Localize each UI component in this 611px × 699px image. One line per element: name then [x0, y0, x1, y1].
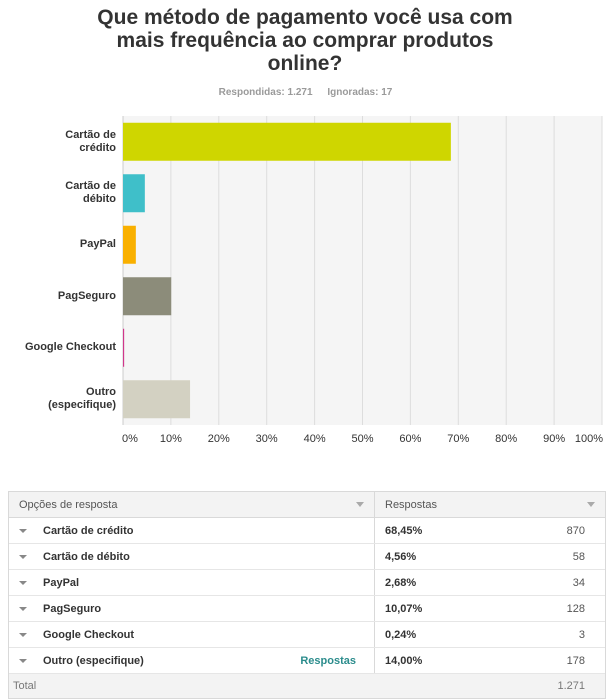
responses-header-label: Respostas [385, 498, 437, 511]
question-title: Que método de pagamento você usa com mai… [60, 6, 550, 75]
x-tick-label: 20% [207, 433, 230, 445]
option-cell: PagSeguro [9, 596, 375, 621]
category-label: Google Checkout [24, 341, 116, 354]
title-line-1: Que método de pagamento você usa com [97, 6, 513, 29]
response-percent: 4,56% [385, 550, 417, 563]
responses-column-header[interactable]: Respostas [375, 492, 605, 517]
bar-chart: Cartão de crédito Cartão de débito PayPal Pag… [0, 115, 611, 455]
bar-chart-plot [122, 116, 603, 425]
bar[interactable] [123, 328, 125, 367]
bar[interactable] [123, 380, 191, 419]
expand-arrow-icon[interactable] [19, 633, 27, 637]
bar[interactable] [123, 277, 172, 316]
option-cell: Google Checkout [9, 622, 375, 647]
response-count: 870 [566, 524, 585, 537]
x-tick-label: 90% [543, 433, 566, 445]
response-percent: 14,00% [385, 654, 423, 667]
category-label: Outro (especifique) [48, 386, 116, 412]
expand-arrow-icon[interactable] [19, 607, 27, 611]
category-label: Cartão de crédito [65, 128, 116, 154]
title-line-2: mais frequência ao comprar produtos [116, 29, 494, 52]
answered-count: Respondidas: 1.271 [218, 87, 313, 98]
expand-arrow-icon[interactable] [19, 581, 27, 585]
x-tick-label: 50% [351, 433, 374, 445]
x-tick-label: 40% [303, 433, 326, 445]
option-name: Outro (especifique) [43, 654, 144, 667]
x-tick-label: 0% [122, 433, 138, 445]
table-row: Google Checkout 0,24% 3 [9, 622, 605, 648]
option-name: Google Checkout [43, 628, 135, 641]
response-count: 128 [566, 602, 585, 615]
x-tick-label: 100% [574, 433, 604, 445]
table-footer: Total 1.271 [9, 674, 605, 698]
expand-arrow-icon[interactable] [19, 529, 27, 533]
table-row: Cartão de débito 4,56% 58 [9, 544, 605, 570]
bar[interactable] [123, 174, 145, 213]
response-count: 58 [572, 550, 585, 563]
sort-caret-icon[interactable] [356, 502, 364, 507]
table-row: PagSeguro 10,07% 128 [9, 596, 605, 622]
response-percent: 0,24% [385, 628, 417, 641]
response-count: 178 [566, 654, 585, 667]
sort-caret-icon[interactable] [587, 502, 595, 507]
options-header-label: Opções de resposta [19, 498, 118, 511]
expand-arrow-icon[interactable] [19, 659, 27, 663]
x-tick-label: 60% [399, 433, 422, 445]
option-cell: Outro (especifique) Respostas [9, 648, 375, 673]
bar[interactable] [123, 122, 451, 161]
x-tick-label: 70% [447, 433, 470, 445]
x-tick-label: 80% [495, 433, 518, 445]
option-cell: Cartão de débito [9, 544, 375, 569]
total-count: 1.271 [557, 680, 585, 692]
total-label: Total [13, 680, 37, 692]
options-column-header[interactable]: Opções de resposta [9, 492, 375, 517]
table-row: Cartão de crédito 68,45% 870 [9, 518, 605, 544]
option-name: PayPal [43, 576, 80, 589]
response-percent: 68,45% [385, 524, 423, 537]
response-count: 3 [578, 628, 585, 641]
response-percent: 2,68% [385, 576, 417, 589]
table-row: PayPal 2,68% 34 [9, 570, 605, 596]
category-label: PagSeguro [57, 289, 116, 302]
category-label: PayPal [79, 238, 116, 251]
table-header: Opções de resposta Respostas [9, 492, 605, 518]
responses-table: Opções de resposta Respostas Cartão de c… [8, 491, 606, 699]
skipped-count: Ignoradas: 17 [327, 87, 393, 98]
option-name: Cartão de débito [43, 550, 130, 563]
table-row: Outro (especifique) Respostas 14,00% 178 [9, 648, 605, 674]
expand-arrow-icon[interactable] [19, 555, 27, 559]
response-stats: Respondidas: 1.271 Ignoradas: 17 [0, 87, 611, 98]
option-name: Cartão de crédito [43, 524, 134, 537]
title-line-3: online? [267, 52, 343, 75]
x-tick-label: 10% [159, 433, 182, 445]
response-percent: 10,07% [385, 602, 423, 615]
option-cell: PayPal [9, 570, 375, 595]
category-label: Cartão de débito [65, 180, 116, 206]
option-name: PagSeguro [43, 602, 102, 615]
responses-link[interactable]: Respostas [300, 654, 356, 667]
option-cell: Cartão de crédito [9, 518, 375, 543]
response-count: 34 [572, 576, 585, 589]
x-tick-label: 30% [255, 433, 278, 445]
bar[interactable] [123, 225, 136, 264]
